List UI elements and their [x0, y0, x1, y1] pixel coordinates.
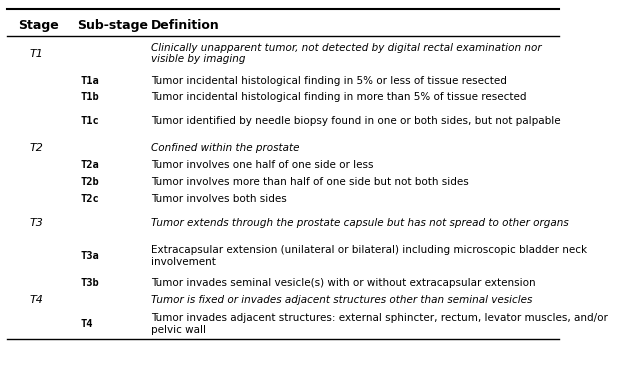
- Text: Sub-stage: Sub-stage: [77, 19, 148, 32]
- Text: T4: T4: [30, 295, 43, 305]
- Text: T2a: T2a: [80, 160, 99, 170]
- Text: Tumor involves both sides: Tumor involves both sides: [151, 194, 286, 204]
- Text: Tumor is fixed or invades adjacent structures other than seminal vesicles: Tumor is fixed or invades adjacent struc…: [151, 295, 532, 305]
- Text: T3a: T3a: [80, 251, 99, 261]
- Text: Tumor extends through the prostate capsule but has not spread to other organs: Tumor extends through the prostate capsu…: [151, 217, 568, 228]
- Text: Stage: Stage: [18, 19, 59, 32]
- Text: Extracapsular extension (unilateral or bilateral) including microscopic bladder : Extracapsular extension (unilateral or b…: [151, 245, 587, 267]
- Text: T1b: T1b: [80, 93, 99, 102]
- Text: Tumor invades adjacent structures: external sphincter, rectum, levator muscles, : Tumor invades adjacent structures: exter…: [151, 313, 607, 335]
- Text: T3: T3: [30, 217, 43, 228]
- Text: T1c: T1c: [80, 116, 99, 126]
- Text: T2c: T2c: [80, 194, 99, 204]
- Text: T4: T4: [80, 319, 93, 329]
- Text: Tumor invades seminal vesicle(s) with or without extracapsular extension: Tumor invades seminal vesicle(s) with or…: [151, 279, 535, 288]
- Text: Tumor involves more than half of one side but not both sides: Tumor involves more than half of one sid…: [151, 177, 468, 187]
- Text: Tumor involves one half of one side or less: Tumor involves one half of one side or l…: [151, 160, 373, 170]
- Text: T3b: T3b: [80, 279, 99, 288]
- Text: Tumor incidental histological finding in 5% or less of tissue resected: Tumor incidental histological finding in…: [151, 75, 507, 86]
- Text: T2: T2: [30, 143, 43, 153]
- Text: Confined within the prostate: Confined within the prostate: [151, 143, 299, 153]
- Text: Tumor incidental histological finding in more than 5% of tissue resected: Tumor incidental histological finding in…: [151, 93, 526, 102]
- Text: Tumor identified by needle biopsy found in one or both sides, but not palpable: Tumor identified by needle biopsy found …: [151, 116, 560, 126]
- Text: T1: T1: [30, 49, 43, 58]
- Text: T1a: T1a: [80, 75, 99, 86]
- Text: Clinically unapparent tumor, not detected by digital rectal examination nor
visi: Clinically unapparent tumor, not detecte…: [151, 43, 541, 64]
- Text: Definition: Definition: [151, 19, 219, 32]
- Text: T2b: T2b: [80, 177, 99, 187]
